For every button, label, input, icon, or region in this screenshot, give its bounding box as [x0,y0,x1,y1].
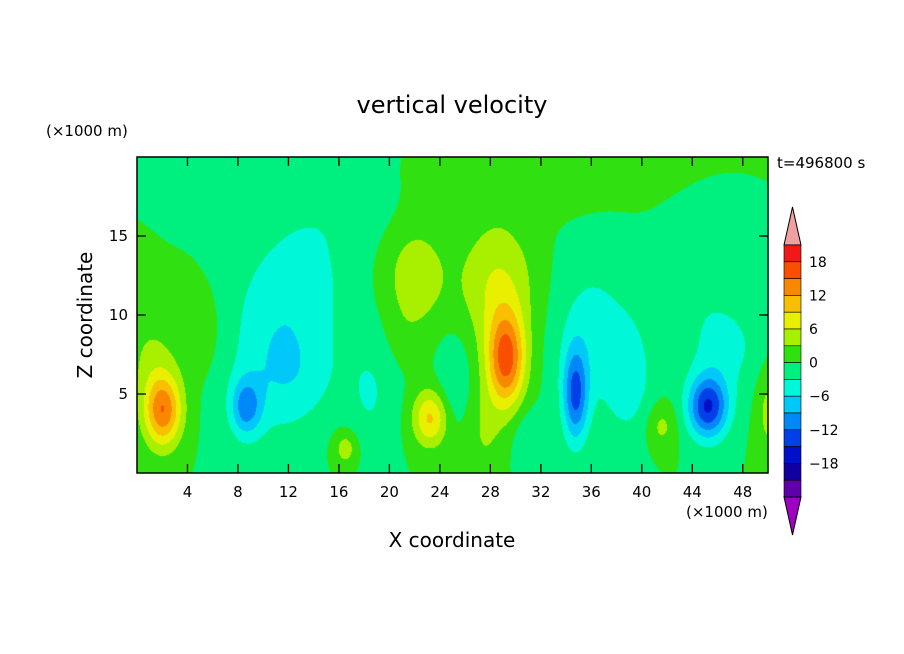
colorbar-swatch [783,412,802,431]
x-axis-label: X coordinate [389,528,516,552]
colorbar-swatch [783,278,802,296]
x-tick-label: 12 [279,483,298,501]
x-tick-label: 8 [233,483,243,501]
colorbar-bottom-arrow [783,496,802,536]
colorbar-swatch [783,463,802,481]
y-tick-label: 10 [109,306,128,324]
colorbar-top-arrow [783,206,802,246]
x-unit-label: (×1000 m) [686,503,768,521]
y-axis-label: Z coordinate [73,252,97,379]
colorbar-swatch [783,362,802,380]
colorbar-swatch [783,244,802,263]
x-tick-label: 20 [380,483,399,501]
colorbar-swatch [783,446,802,464]
x-tick-label: 36 [582,483,601,501]
colorbar-label: −18 [809,456,839,472]
x-tick-label: 24 [430,483,449,501]
colorbar-swatch [783,295,802,313]
x-tick-label: 28 [481,483,500,501]
velocity-field [137,157,768,473]
x-tick-label: 16 [329,483,348,501]
colorbar-swatch [783,395,802,414]
x-tick-label: 32 [531,483,550,501]
colorbar-label: −6 [809,389,830,405]
x-tick-label: 48 [733,483,752,501]
colorbar-swatch [783,379,802,397]
y-unit-label: (×1000 m) [46,122,128,140]
colorbar-swatch [783,261,802,279]
colorbar-label: 18 [809,255,827,271]
colorbar-swatch [783,479,802,498]
colorbar-swatch [783,311,802,330]
colorbar-label: 12 [809,288,827,304]
colorbar-label: −12 [809,423,839,439]
x-tick-label: 4 [183,483,193,501]
colorbar-swatch [783,429,802,447]
x-tick-label: 44 [683,483,702,501]
colorbar-label: 0 [809,356,818,372]
y-tick-label: 5 [118,385,128,403]
time-label: t=496800 s [777,154,865,172]
chart-title: vertical velocity [357,91,548,119]
y-tick-label: 15 [109,227,128,245]
colorbar-swatch [783,345,802,363]
colorbar-swatch [783,328,802,347]
x-tick-label: 40 [632,483,651,501]
colorbar: 18 12 6 0 −6 −12 −18 [783,206,839,536]
colorbar-label: 6 [809,322,818,338]
